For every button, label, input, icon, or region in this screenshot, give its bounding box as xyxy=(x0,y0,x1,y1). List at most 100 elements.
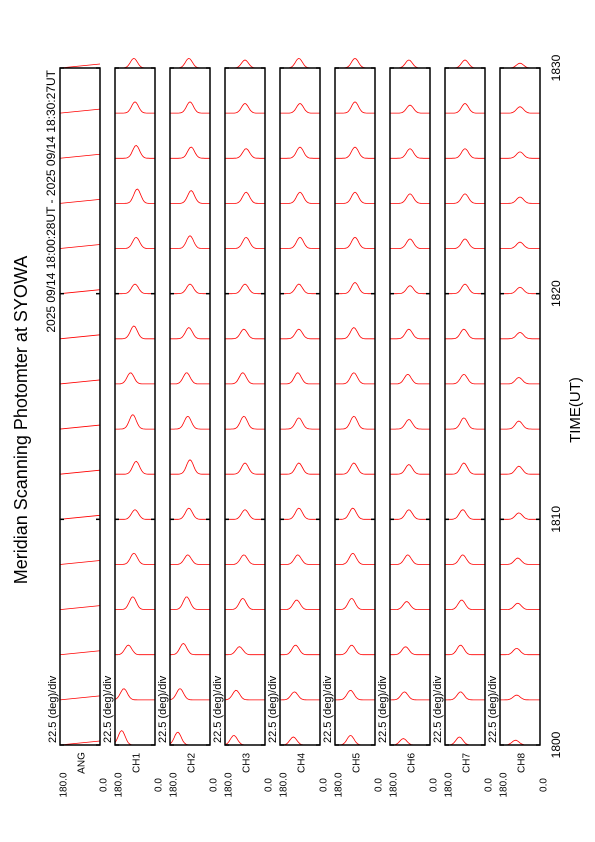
trace xyxy=(500,694,540,701)
trace xyxy=(170,415,210,430)
trace xyxy=(225,372,265,385)
trace xyxy=(59,379,101,385)
channel-name: CH6 xyxy=(407,753,418,773)
trace xyxy=(335,462,375,475)
panel-frame xyxy=(279,67,321,746)
trace xyxy=(445,644,485,656)
trace xyxy=(115,509,155,520)
trace xyxy=(115,236,155,249)
panel-frame xyxy=(224,67,266,746)
trace xyxy=(115,57,155,69)
trace xyxy=(59,695,101,701)
trace xyxy=(170,101,210,114)
trace xyxy=(170,190,210,204)
trace xyxy=(390,554,430,565)
chart-title: Meridian Scanning Photomter at SYOWA xyxy=(11,256,31,584)
trace xyxy=(225,328,265,340)
y-tick-label: 0.0 xyxy=(484,778,495,792)
trace xyxy=(225,598,265,610)
trace xyxy=(170,283,210,295)
trace xyxy=(445,238,485,249)
trace xyxy=(390,738,430,746)
trace xyxy=(225,462,265,475)
panel-frame xyxy=(499,67,541,746)
trace xyxy=(280,736,320,746)
trace xyxy=(500,557,540,565)
trace xyxy=(445,373,485,385)
trace xyxy=(225,236,265,249)
trace xyxy=(225,554,265,565)
trace xyxy=(170,459,210,475)
trace xyxy=(225,283,265,295)
y-tick-label: 0.0 xyxy=(374,778,385,792)
channel-name: CH2 xyxy=(187,753,198,773)
trace xyxy=(224,735,265,746)
y-tick-label: 0.0 xyxy=(429,778,440,792)
trace xyxy=(335,327,375,340)
trace xyxy=(335,191,375,204)
channel-name: CH8 xyxy=(517,753,528,773)
trace xyxy=(280,191,320,204)
trace xyxy=(500,331,540,340)
trace xyxy=(115,188,155,204)
y-tick-label: 0.0 xyxy=(154,778,165,792)
trace xyxy=(500,377,540,385)
scale-label: 22.5 (deg)/div xyxy=(267,675,279,743)
trace xyxy=(59,650,101,656)
trace xyxy=(280,57,320,69)
trace xyxy=(224,689,265,701)
trace xyxy=(500,286,540,295)
trace xyxy=(59,514,101,520)
trace xyxy=(225,103,265,114)
y-tick-label: 180.0 xyxy=(389,772,400,797)
trace xyxy=(500,420,540,430)
trace xyxy=(445,691,485,701)
scale-label: 22.5 (deg)/div xyxy=(157,675,169,743)
trace xyxy=(335,146,375,159)
y-tick-label: 180.0 xyxy=(169,772,180,797)
trace xyxy=(59,199,101,204)
trace xyxy=(115,145,155,159)
y-tick-label: 0.0 xyxy=(209,778,220,792)
x-tick-label: 1800 xyxy=(549,731,563,758)
trace xyxy=(280,462,320,475)
y-tick-label: 180.0 xyxy=(114,772,125,797)
trace xyxy=(225,148,265,159)
scale-label: 22.5 (deg)/div xyxy=(377,675,389,743)
trace xyxy=(335,598,375,610)
x-tick-label: 1830 xyxy=(549,54,563,81)
trace xyxy=(115,596,155,610)
scale-label: 22.5 (deg)/div xyxy=(47,675,59,743)
y-tick-label: 0.0 xyxy=(319,778,330,792)
trace xyxy=(445,283,485,295)
trace xyxy=(115,283,155,295)
panel-frame xyxy=(334,67,376,746)
trace xyxy=(335,57,375,69)
trace xyxy=(280,644,320,656)
trace xyxy=(115,460,155,475)
scale-label: 22.5 (deg)/div xyxy=(212,675,224,743)
trace xyxy=(59,244,101,249)
trace xyxy=(500,602,540,610)
channel-name: ANG xyxy=(77,752,88,774)
y-tick-label: 0.0 xyxy=(264,778,275,792)
trace xyxy=(390,509,430,520)
trace xyxy=(390,646,430,656)
trace xyxy=(225,509,265,520)
panel-frame xyxy=(169,67,211,746)
trace xyxy=(280,103,320,114)
trace xyxy=(445,554,485,565)
y-tick-label: 0.0 xyxy=(539,778,550,792)
scale-label: 22.5 (deg)/div xyxy=(102,675,114,743)
trace xyxy=(335,236,375,249)
trace xyxy=(280,146,320,159)
trace xyxy=(445,59,485,69)
trace xyxy=(390,104,430,114)
panel-frame xyxy=(59,67,101,746)
trace xyxy=(390,148,430,159)
y-tick-label: 180.0 xyxy=(444,772,455,797)
trace xyxy=(170,643,210,656)
trace xyxy=(280,599,320,610)
y-tick-label: 180.0 xyxy=(334,772,345,797)
